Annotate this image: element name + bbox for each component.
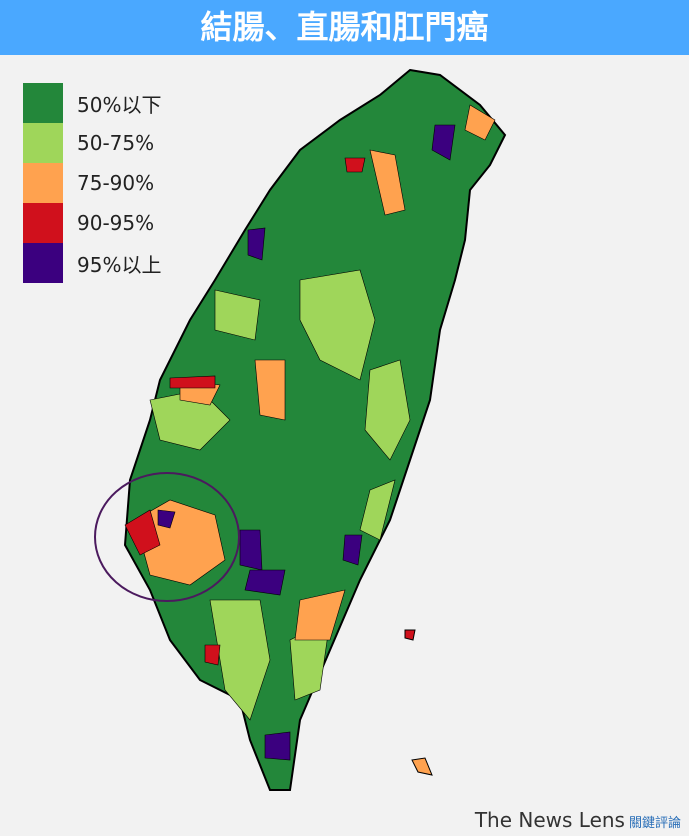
legend-item: 50-75%: [23, 123, 161, 163]
legend-swatch: [23, 163, 63, 203]
legend-swatch: [23, 83, 63, 123]
footer: The News Lens 關鍵評論: [475, 808, 681, 832]
legend-swatch: [23, 123, 63, 163]
legend: 50%以下 50-75% 75-90% 90-95% 95%以上: [23, 83, 161, 283]
islands: [404, 629, 433, 776]
legend-label: 95%以上: [77, 252, 162, 277]
legend-label: 50%以下: [77, 92, 162, 117]
brand: The News Lens: [474, 808, 625, 832]
legend-item: 50%以下: [23, 83, 161, 123]
legend-label: 50-75%: [77, 131, 155, 155]
legend-swatch: [23, 243, 63, 283]
title: 結腸、直腸和肛門癌: [0, 0, 689, 55]
legend-label: 90-95%: [77, 211, 155, 235]
regions: [124, 104, 496, 761]
legend-item: 75-90%: [23, 163, 161, 203]
legend-item: 90-95%: [23, 203, 161, 243]
brand-zh: 關鍵評論: [628, 816, 681, 831]
legend-item: 95%以上: [23, 243, 161, 283]
legend-label: 75-90%: [77, 171, 155, 195]
highlight-circle: [94, 472, 240, 602]
legend-swatch: [23, 203, 63, 243]
